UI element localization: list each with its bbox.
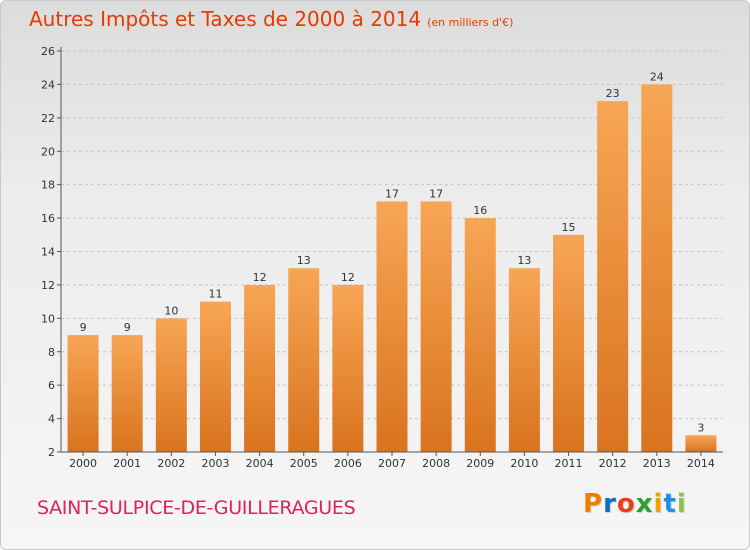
y-tick-label: 22: [41, 112, 55, 125]
bar: [111, 335, 143, 452]
data-label: 13: [517, 254, 531, 267]
y-tick-label: 24: [41, 78, 55, 91]
y-tick-label: 2: [48, 446, 55, 459]
y-tick-label: 12: [41, 279, 55, 292]
logo-letter: r: [603, 489, 617, 519]
y-tick-label: 20: [41, 145, 55, 158]
x-tick-label: 2001: [113, 457, 141, 470]
logo-letter: o: [616, 489, 636, 519]
x-tick-label: 2002: [157, 457, 185, 470]
data-label: 9: [124, 321, 131, 334]
bar: [244, 284, 276, 452]
x-tick-label: 2012: [599, 457, 627, 470]
logo-letter: i: [676, 489, 687, 519]
logo-letter: P: [583, 489, 604, 519]
data-label: 23: [606, 87, 620, 100]
commune-name: SAINT-SULPICE-DE-GUILLERAGUES: [37, 497, 356, 519]
x-tick-label: 2003: [201, 457, 229, 470]
data-label: 13: [297, 254, 311, 267]
bar: [67, 335, 99, 452]
y-tick-label: 6: [48, 379, 55, 392]
data-label: 10: [164, 304, 178, 317]
data-label: 11: [208, 288, 222, 301]
y-tick-label: 26: [41, 45, 55, 58]
data-label: 12: [341, 271, 355, 284]
x-tick-label: 2010: [510, 457, 538, 470]
bars: 9 9 10 11 12 13 12 17 17 16 13 15 23 24 3: [67, 70, 717, 453]
data-label: 12: [253, 271, 267, 284]
x-tick-label: 2006: [334, 457, 362, 470]
bar: [288, 268, 320, 452]
bar: [420, 201, 452, 452]
x-tick-label: 2007: [378, 457, 406, 470]
bar: [553, 234, 585, 452]
bar: [332, 284, 364, 452]
data-label: 9: [80, 321, 87, 334]
data-label: 17: [385, 187, 399, 200]
y-tick-label: 10: [41, 312, 55, 325]
logo-letter: t: [663, 489, 677, 519]
proxiti-logo: Proxiti: [583, 489, 687, 519]
x-tick-label: 2009: [466, 457, 494, 470]
bar: [641, 84, 673, 453]
y-tick-label: 8: [48, 346, 55, 359]
y-tick-label: 16: [41, 212, 55, 225]
logo-letter: x: [635, 489, 654, 519]
x-tick-label: 2000: [69, 457, 97, 470]
data-label: 3: [697, 421, 704, 434]
x-tick-label: 2005: [290, 457, 318, 470]
x-tick-label: 2011: [555, 457, 583, 470]
bar: [464, 218, 496, 452]
data-label: 15: [562, 221, 576, 234]
bar: [155, 318, 187, 452]
chart-title: Autres Impôts et Taxes de 2000 à 2014 (en…: [29, 7, 513, 31]
y-tick-label: 14: [41, 246, 55, 259]
logo-letter: i: [653, 489, 664, 519]
chart-title-text: Autres Impôts et Taxes de 2000 à 2014: [29, 7, 422, 31]
data-label: 24: [650, 70, 664, 83]
x-tick-label: 2008: [422, 457, 450, 470]
bar: [508, 268, 540, 452]
bar: [685, 435, 717, 452]
bar: [597, 101, 629, 452]
unit-label: (en milliers d'€): [427, 16, 514, 29]
data-label: 17: [429, 187, 443, 200]
x-tick-label: 2013: [643, 457, 671, 470]
x-tick-label: 2004: [246, 457, 274, 470]
x-tick-label: 2014: [687, 457, 715, 470]
y-tick-label: 4: [48, 413, 55, 426]
bar: [376, 201, 408, 452]
data-label: 16: [473, 204, 487, 217]
y-tick-label: 18: [41, 179, 55, 192]
bar: [199, 301, 231, 452]
